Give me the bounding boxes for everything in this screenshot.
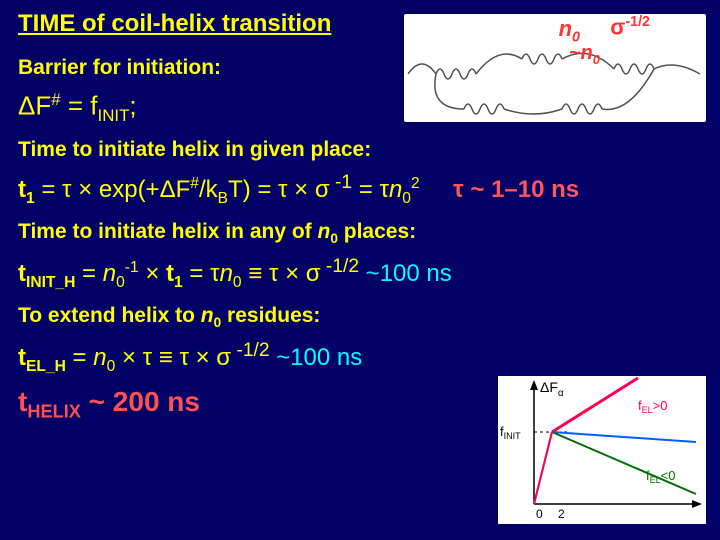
svg-text:0: 0	[536, 507, 543, 521]
svg-text:fEL<0: fEL<0	[646, 468, 675, 485]
coil-diagram	[404, 14, 706, 122]
tinit-equation: tINIT_H = n0-1 × t1 = τn0 ≡ τ × σ -1/2 ~…	[18, 256, 702, 292]
coil-sigma-label: σ-1/2	[610, 14, 650, 40]
svg-text:fEL>0: fEL>0	[638, 398, 667, 415]
time-init-heading: Time to initiate helix in given place:	[18, 138, 702, 162]
coil-n0-label: n0	[559, 16, 580, 45]
svg-text:2: 2	[558, 507, 565, 521]
tau-note: τ ~ 1–10 ns	[453, 176, 579, 203]
tinit-time: ~100 ns	[366, 260, 452, 287]
svg-text:ΔFα: ΔFα	[540, 379, 564, 399]
svg-text:fINIT: fINIT	[500, 424, 521, 441]
extend-heading: To extend helix to n0 residues:	[18, 304, 702, 330]
time-any-heading: Time to initiate helix in any of n0 plac…	[18, 220, 702, 246]
tel-time: ~100 ns	[276, 344, 362, 371]
t1-equation: t1 = τ × exp(+ΔF#/kBT) = τ × σ -1 = τn02…	[18, 172, 702, 208]
energy-graph: ΔFα fINIT 0 2 fEL>0 fEL<0	[498, 376, 706, 524]
tel-equation: tEL_H = n0 × τ ≡ τ × σ -1/2 ~100 ns	[18, 340, 702, 376]
coil-tilde-n0-label: ~n0	[569, 42, 600, 67]
